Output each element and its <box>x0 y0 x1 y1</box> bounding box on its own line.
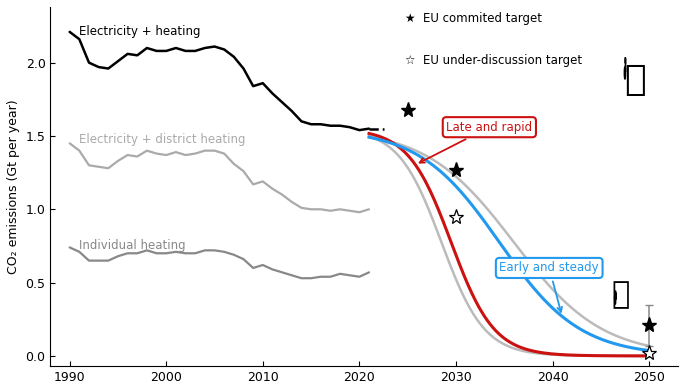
Text: Electricity + heating: Electricity + heating <box>79 25 201 38</box>
Text: ★  EU commited target: ★ EU commited target <box>405 13 542 25</box>
Ellipse shape <box>614 292 616 303</box>
Y-axis label: CO₂ emissions (Gt per year): CO₂ emissions (Gt per year) <box>7 99 20 274</box>
Text: Late and rapid: Late and rapid <box>420 121 532 163</box>
Text: 🐢: 🐢 <box>611 280 630 309</box>
Text: Electricity + district heating: Electricity + district heating <box>79 133 246 146</box>
Text: ☆  EU under-discussion target: ☆ EU under-discussion target <box>405 54 582 66</box>
Text: Early and steady: Early and steady <box>499 262 599 312</box>
Text: 🐰: 🐰 <box>624 63 645 97</box>
Text: Individual heating: Individual heating <box>79 239 186 252</box>
Ellipse shape <box>624 66 625 79</box>
